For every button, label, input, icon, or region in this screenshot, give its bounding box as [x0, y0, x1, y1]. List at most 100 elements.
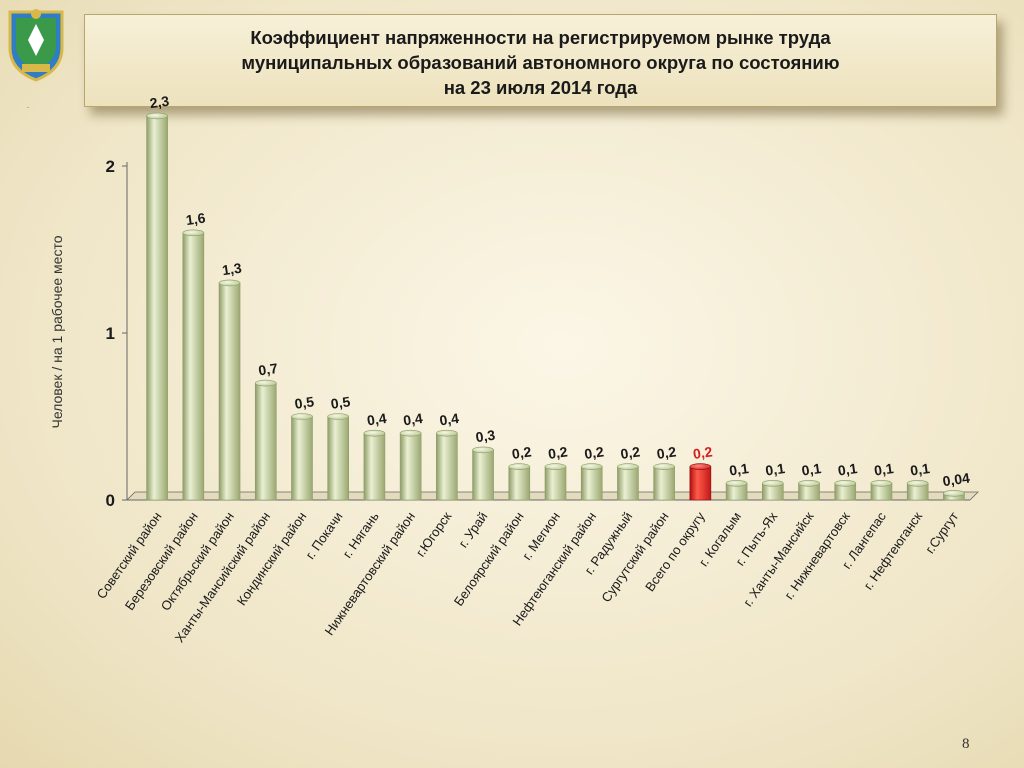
bar [834, 479, 857, 501]
y-tick-label: 0 [106, 491, 115, 510]
bar-cap [218, 279, 241, 287]
bar-cap [363, 429, 386, 437]
bar-body [580, 466, 603, 501]
x-category-label: г. Нижневартовск [781, 509, 853, 602]
bar [943, 490, 965, 501]
bar-cap [906, 479, 929, 487]
bar [327, 413, 349, 501]
bar [870, 479, 893, 501]
bar-body [218, 282, 241, 501]
value-label: 0,1 [764, 460, 786, 479]
page-number: 8 [962, 736, 970, 752]
bar-cap [508, 463, 531, 470]
y-axis-title: Человек / на 1 рабочее место [49, 235, 65, 428]
x-category-label: г.Югорск [413, 509, 455, 560]
bar-cap [725, 479, 748, 487]
value-label: 0,2 [547, 443, 569, 462]
bar-body [291, 416, 313, 501]
value-label: 0,7 [257, 360, 279, 379]
bar-cap [254, 379, 277, 387]
bar-body [399, 432, 422, 501]
bar [436, 429, 458, 501]
bar-cap [182, 229, 205, 237]
title-box: Коэффициент напряженности на регистрируе… [84, 14, 997, 107]
bar [218, 279, 241, 501]
value-label: 0,1 [837, 460, 859, 479]
slide-title: Коэффициент напряженности на регистрируе… [241, 27, 840, 98]
value-label: 1,6 [185, 210, 207, 229]
bar [254, 379, 277, 501]
bar [798, 479, 820, 501]
bar-cap [472, 446, 494, 454]
value-label: 0,1 [801, 460, 823, 479]
value-label: 0,5 [330, 393, 352, 412]
bar-body [182, 232, 205, 501]
bar [146, 112, 168, 501]
bar-body [146, 115, 168, 501]
value-label: 0,2 [656, 443, 678, 462]
stray-dot: . [27, 101, 30, 110]
value-label: 0,3 [475, 427, 497, 446]
value-label: 0,1 [909, 460, 931, 479]
bar [689, 463, 712, 501]
bar-cap [762, 479, 784, 487]
y-tick-label: 1 [106, 324, 115, 343]
bar-body [689, 466, 712, 501]
bar-cap [544, 463, 567, 470]
bar [472, 446, 494, 501]
bar-cap [436, 429, 458, 437]
bar [363, 429, 386, 501]
value-label: 0,4 [402, 410, 424, 429]
bar [725, 479, 748, 501]
value-label: 0,2 [583, 443, 605, 462]
x-category-label: Сургутский район [598, 509, 671, 605]
bar-cap [798, 479, 820, 487]
bar-cap [146, 112, 168, 120]
bar-cap [291, 413, 313, 420]
value-label: 0,4 [438, 410, 460, 429]
bar-body [617, 466, 639, 501]
bar [762, 479, 784, 501]
bar-cap [580, 463, 603, 470]
bar [291, 413, 313, 501]
bar-body [544, 466, 567, 501]
coat-of-arms-logo [8, 9, 64, 82]
bar [906, 479, 929, 501]
bar-body [254, 382, 277, 501]
value-label: 0,4 [366, 410, 388, 429]
value-label: 0,2 [619, 443, 641, 462]
value-label: 1,3 [221, 260, 243, 279]
bar [544, 463, 567, 501]
value-label: 0,1 [873, 460, 895, 479]
bar-body [327, 416, 349, 501]
value-label: 0,2 [511, 443, 533, 462]
bar-cap [617, 463, 639, 470]
bar-body [436, 432, 458, 501]
bar-cap [653, 463, 675, 470]
value-label: 0,04 [942, 470, 971, 490]
bar-cap [399, 429, 422, 437]
bar-cap [943, 490, 965, 497]
bar [653, 463, 675, 501]
bar [580, 463, 603, 501]
bar [399, 429, 422, 501]
value-label: 2,3 [149, 93, 171, 112]
x-category-label: г. Урай [455, 509, 490, 550]
bar-body [472, 449, 494, 501]
value-label: 0,5 [294, 393, 316, 412]
bar [617, 463, 639, 501]
bar [182, 229, 205, 501]
x-category-label: г.Сургут [922, 509, 961, 556]
bar-cap [834, 479, 857, 487]
bar [508, 463, 531, 501]
bar-body [508, 466, 531, 501]
bar-body [363, 432, 386, 501]
value-label: 0,1 [728, 460, 750, 479]
bar-cap [689, 463, 712, 470]
x-category-label: Кондинский район [234, 509, 310, 608]
bar-body [653, 466, 675, 501]
x-category-label: Белоярский район [451, 509, 527, 609]
value-label: 0,2 [692, 443, 714, 462]
x-category-label: Советский район [94, 509, 165, 602]
